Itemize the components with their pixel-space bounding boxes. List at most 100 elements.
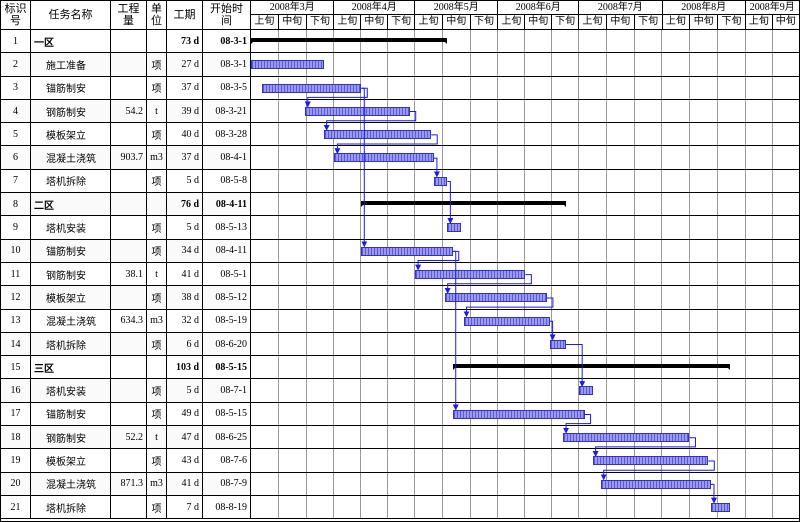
cell-dur: 73 d (167, 30, 203, 52)
summary-bar[interactable] (361, 201, 565, 205)
table-row: 18钢筋制安52.2t47 d08-6-25 (1, 426, 799, 449)
table-row: 4钢筋制安54.2t39 d08-3-21 (1, 100, 799, 123)
gantt-cell (251, 146, 799, 168)
gantt-chart: 标识号任务名称工程量单位工期开始时间 2008年3月上旬中旬下旬2008年4月上… (0, 0, 800, 522)
cell-dur: 103 d (167, 356, 203, 378)
cell-qty (111, 356, 147, 378)
task-bar[interactable] (415, 270, 525, 279)
summary-bar[interactable] (251, 38, 447, 42)
cell-name: 锚筋制安 (31, 77, 111, 99)
gantt-cell (251, 193, 799, 215)
month-header: 2008年5月上旬中旬下旬 (415, 1, 498, 29)
table-row: 15三区103 d08-5-15 (1, 356, 799, 379)
ten-label: 下旬 (388, 15, 414, 29)
cell-start: 08-7-9 (203, 473, 251, 495)
cell-dur: 5 d (167, 379, 203, 401)
ten-label: 下旬 (718, 15, 745, 29)
gantt-cell (251, 310, 799, 332)
cell-id: 9 (1, 216, 31, 238)
cell-start: 08-7-6 (203, 449, 251, 471)
table-row: 10锚筋制安项34 d08-4-11 (1, 240, 799, 263)
task-bar[interactable] (361, 247, 452, 256)
cell-start: 08-5-15 (203, 356, 251, 378)
task-bar[interactable] (324, 130, 432, 139)
cell-dur: 32 d (167, 310, 203, 332)
cell-name: 模板架立 (31, 123, 111, 145)
task-bar[interactable] (434, 177, 447, 186)
cell-unit: 项 (147, 496, 167, 518)
task-bar[interactable] (563, 433, 689, 442)
summary-bar[interactable] (453, 364, 730, 368)
table-row: 17锚筋制安项49 d08-5-15 (1, 403, 799, 426)
cell-start: 08-5-15 (203, 403, 251, 425)
task-bar[interactable] (251, 60, 324, 69)
table-row: 11钢筋制安38.1t41 d08-5-1 (1, 263, 799, 286)
gantt-cell (251, 403, 799, 425)
cell-name: 施工准备 (31, 53, 111, 75)
task-bar[interactable] (447, 223, 460, 232)
cell-start: 08-5-19 (203, 310, 251, 332)
cell-qty: 38.1 (111, 263, 147, 285)
task-bar[interactable] (334, 153, 434, 162)
cell-name: 塔机拆除 (31, 170, 111, 192)
cell-qty (111, 286, 147, 308)
cell-unit: m3 (147, 310, 167, 332)
cell-name: 锚筋制安 (31, 403, 111, 425)
cell-start: 08-3-5 (203, 77, 251, 99)
cell-dur: 7 d (167, 496, 203, 518)
cell-dur: 41 d (167, 263, 203, 285)
task-bar[interactable] (464, 317, 550, 326)
gantt-cell (251, 77, 799, 99)
cell-dur: 37 d (167, 77, 203, 99)
cell-id: 14 (1, 333, 31, 355)
ten-label: 中旬 (773, 15, 799, 29)
month-header: 2008年4月上旬中旬下旬 (334, 1, 415, 29)
cell-id: 7 (1, 170, 31, 192)
cell-qty (111, 193, 147, 215)
cell-unit (147, 193, 167, 215)
cell-id: 4 (1, 100, 31, 122)
cell-dur: 40 d (167, 123, 203, 145)
table-row: 3锚筋制安项37 d08-3-5 (1, 77, 799, 100)
ten-label: 上旬 (334, 15, 361, 29)
task-bar[interactable] (262, 84, 362, 93)
cell-dur: 38 d (167, 286, 203, 308)
task-bar[interactable] (601, 480, 711, 489)
cell-start: 08-6-25 (203, 426, 251, 448)
month-label: 2008年7月 (579, 1, 661, 15)
table-row: 7塔机拆除项5 d08-5-8 (1, 170, 799, 193)
gantt-cell (251, 100, 799, 122)
ten-label: 上旬 (663, 15, 691, 29)
table-row: 12模板架立项38 d08-5-12 (1, 286, 799, 309)
cell-dur: 5 d (167, 216, 203, 238)
cell-name: 模板架立 (31, 286, 111, 308)
task-bar[interactable] (550, 340, 566, 349)
cell-qty (111, 123, 147, 145)
cell-unit: 项 (147, 240, 167, 262)
task-bar[interactable] (445, 293, 547, 302)
cell-start: 08-3-1 (203, 30, 251, 52)
cell-id: 15 (1, 356, 31, 378)
cell-unit: 项 (147, 170, 167, 192)
month-header: 2008年6月上旬中旬下旬 (498, 1, 579, 29)
task-bar[interactable] (453, 410, 585, 419)
cell-id: 10 (1, 240, 31, 262)
task-bar[interactable] (305, 107, 410, 116)
cell-start: 08-6-20 (203, 333, 251, 355)
ten-label: 下旬 (552, 15, 578, 29)
cell-qty (111, 240, 147, 262)
cell-id: 12 (1, 286, 31, 308)
task-bar[interactable] (593, 456, 709, 465)
cell-id: 16 (1, 379, 31, 401)
cell-start: 08-7-1 (203, 379, 251, 401)
cell-unit: m3 (147, 146, 167, 168)
table-row: 2施工准备项27 d08-3-1 (1, 53, 799, 76)
cell-name: 混凝土浇筑 (31, 473, 111, 495)
cell-qty (111, 170, 147, 192)
task-bar[interactable] (579, 386, 592, 395)
ten-label: 中旬 (279, 15, 307, 29)
gantt-cell (251, 333, 799, 355)
month-label: 2008年4月 (334, 1, 414, 15)
task-bar[interactable] (711, 503, 730, 512)
cell-unit: 项 (147, 286, 167, 308)
